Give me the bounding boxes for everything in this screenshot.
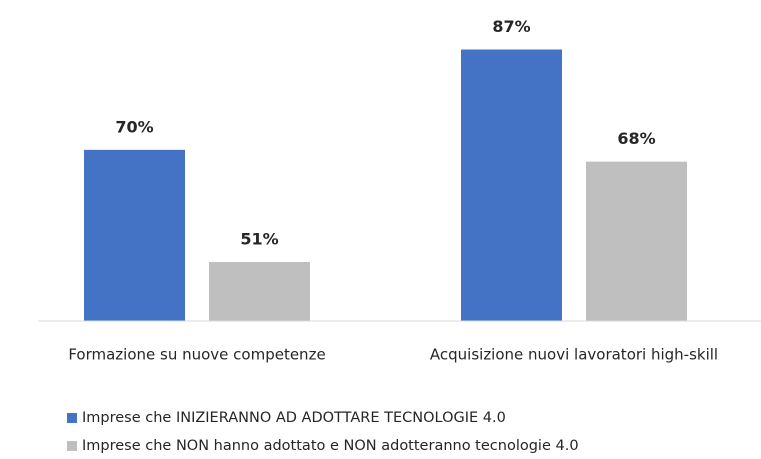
data-label: 87% [492,17,530,36]
data-label: 70% [115,117,153,136]
x-tick-label: Formazione su nuove competenze [68,346,325,364]
legend-label: Imprese che INIZIERANNO AD ADOTTARE TECN… [82,410,506,426]
data-label: 51% [240,229,278,248]
legend-swatch [67,413,77,423]
legend-swatch [67,441,77,451]
legend-label: Imprese che NON hanno adottato e NON ado… [82,438,579,454]
bar [461,49,562,322]
bar [84,149,185,321]
data-label: 68% [617,129,655,148]
x-tick-label: Acquisizione nuovi lavoratori high-skill [430,346,718,364]
bar [209,261,310,321]
bar [586,161,687,321]
